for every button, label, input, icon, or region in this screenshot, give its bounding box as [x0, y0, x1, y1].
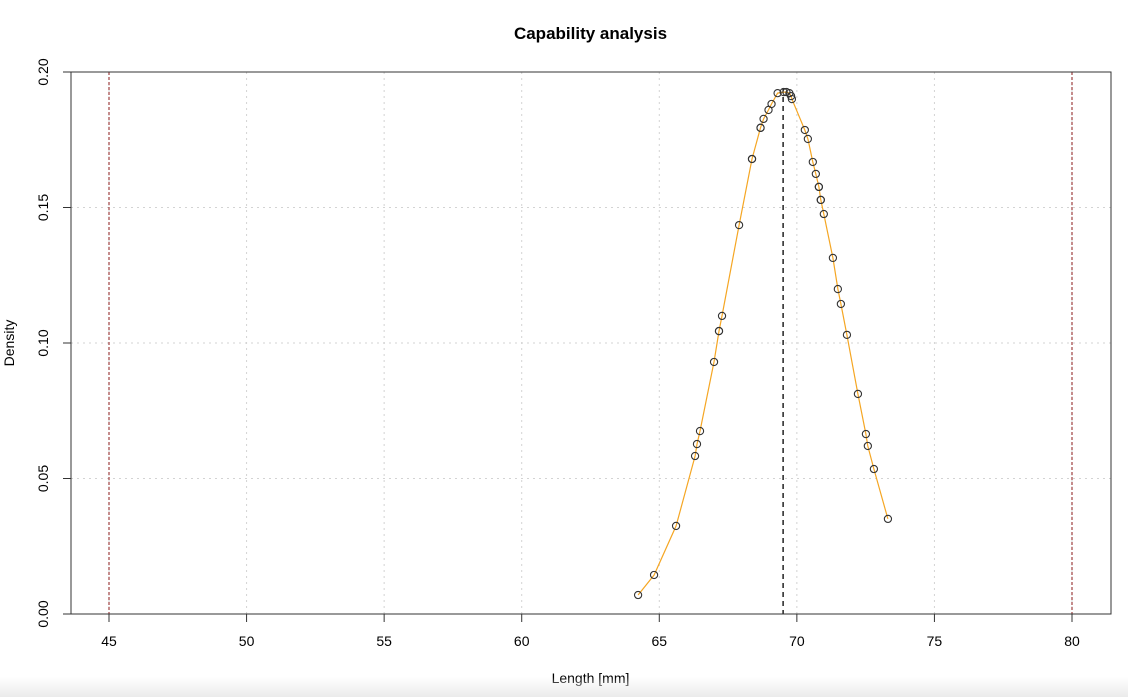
data-point — [767, 99, 776, 109]
y-tick-label: 0.00 — [35, 600, 51, 627]
data-point — [833, 284, 843, 294]
data-point — [695, 426, 705, 436]
data-point — [633, 590, 643, 600]
data-point — [803, 134, 813, 144]
data-point — [734, 220, 744, 230]
data-point — [863, 441, 872, 451]
data-point — [690, 451, 700, 461]
data-point — [836, 299, 846, 309]
data-point — [853, 389, 863, 399]
window-bottom-shade — [0, 677, 1128, 697]
data-point — [819, 209, 828, 219]
y-tick-label: 0.05 — [35, 465, 51, 492]
data-point — [714, 326, 724, 336]
data-point — [828, 253, 838, 263]
data-point — [747, 154, 757, 164]
data-point — [808, 157, 817, 167]
data-point — [811, 169, 820, 179]
data-point — [814, 182, 824, 192]
chart-title: Capability analysis — [513, 24, 668, 43]
data-point — [709, 357, 719, 367]
x-tick-label: 75 — [927, 633, 943, 649]
x-tick-label: 80 — [1064, 633, 1080, 649]
data-point — [779, 87, 788, 97]
y-tick-label: 0.10 — [35, 329, 51, 356]
data-point — [787, 94, 797, 104]
x-tick-label: 45 — [101, 633, 117, 649]
y-tick-label: 0.20 — [35, 58, 51, 85]
data-point — [671, 521, 681, 531]
x-tick-label: 50 — [239, 633, 255, 649]
data-point — [717, 311, 727, 321]
data-point — [816, 195, 825, 205]
data-point — [883, 514, 893, 524]
x-tick-label: 65 — [651, 633, 667, 649]
data-point — [842, 330, 852, 340]
data-point — [773, 88, 782, 98]
data-point — [759, 114, 768, 124]
data-point — [649, 570, 659, 580]
data-point — [756, 123, 765, 132]
x-tick-label: 60 — [514, 633, 530, 649]
x-tick-label: 55 — [376, 633, 392, 649]
density-curve — [637, 91, 889, 596]
data-point — [869, 464, 879, 474]
data-point — [692, 439, 702, 449]
y-tick-label: 0.15 — [35, 194, 51, 221]
data-point — [861, 429, 871, 439]
x-tick-label: 70 — [789, 633, 805, 649]
data-point — [800, 125, 809, 135]
